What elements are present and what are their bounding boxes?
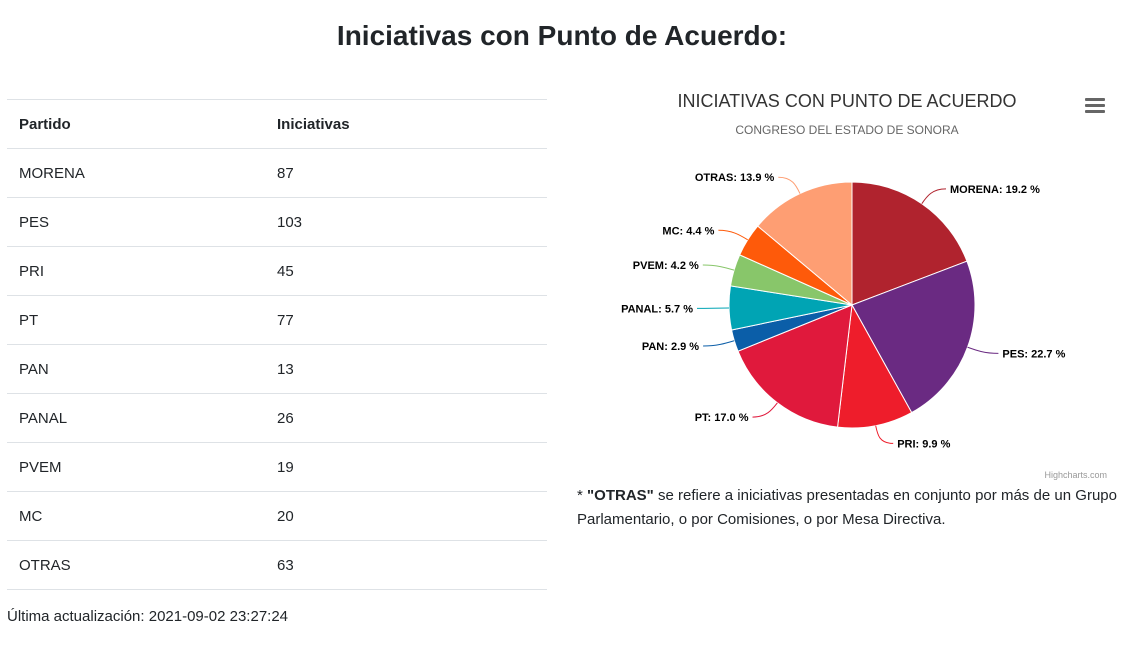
connector-mc bbox=[718, 229, 748, 241]
footnote-prefix: * bbox=[577, 487, 588, 504]
data-label-pan: PAN: 2.9 % bbox=[642, 341, 699, 353]
count-cell: 20 bbox=[265, 491, 547, 541]
party-cell: PANAL bbox=[7, 393, 265, 443]
data-label-morena: MORENA: 19.2 % bbox=[950, 184, 1040, 196]
data-label-mc: MC: 4.4 % bbox=[662, 225, 714, 237]
data-label-pvem: PVEM: 4.2 % bbox=[633, 260, 699, 272]
initiatives-table: Partido Iniciativas MORENA 87 PES 103 PRI 4… bbox=[7, 99, 547, 590]
otras-footnote: * "OTRAS" se refiere a iniciativas prese… bbox=[577, 484, 1117, 532]
count-cell: 26 bbox=[265, 393, 547, 443]
count-cell: 19 bbox=[265, 442, 547, 492]
count-cell: 77 bbox=[265, 295, 547, 345]
pie-chart-container: INICIATIVAS CON PUNTO DE ACUERDO CONGRES… bbox=[577, 82, 1117, 484]
data-label-pri: PRI: 9.9 % bbox=[897, 438, 950, 450]
connector-pri bbox=[875, 425, 894, 444]
party-cell: PES bbox=[7, 197, 265, 247]
table-row: PANAL 26 bbox=[7, 393, 547, 443]
party-cell: PVEM bbox=[7, 442, 265, 492]
data-label-pes: PES: 22.7 % bbox=[1002, 348, 1065, 360]
connector-otras bbox=[778, 176, 801, 194]
hamburger-icon-line bbox=[1085, 104, 1105, 107]
table-row: PVEM 19 bbox=[7, 442, 547, 492]
footnote-text: se refiere a iniciativas presentadas en … bbox=[577, 487, 1117, 528]
data-label-pt: PT: 17.0 % bbox=[695, 412, 749, 424]
count-cell: 103 bbox=[265, 197, 547, 247]
table-row: MC 20 bbox=[7, 491, 547, 541]
table-header-row: Partido Iniciativas bbox=[7, 99, 547, 149]
connector-pt bbox=[752, 402, 778, 418]
data-label-otras: OTRAS: 13.9 % bbox=[695, 172, 775, 184]
connector-pes bbox=[967, 346, 999, 354]
table-row: PES 103 bbox=[7, 197, 547, 247]
table-row: PAN 13 bbox=[7, 344, 547, 394]
party-cell: PAN bbox=[7, 344, 265, 394]
party-cell: PRI bbox=[7, 246, 265, 296]
table-row: PRI 45 bbox=[7, 246, 547, 296]
page-title: Iniciativas con Punto de Acuerdo: bbox=[336, 20, 788, 51]
pie-slice-pt[interactable] bbox=[737, 304, 853, 428]
table-row: OTRAS 63 bbox=[7, 540, 547, 590]
column-header-iniciativas: Iniciativas bbox=[265, 99, 547, 149]
connector-pvem bbox=[702, 264, 735, 271]
count-cell: 63 bbox=[265, 540, 547, 590]
party-cell: MORENA bbox=[7, 148, 265, 198]
chart-menu-button[interactable] bbox=[1083, 96, 1107, 116]
hamburger-icon-line bbox=[1085, 110, 1105, 113]
chart-title: INICIATIVAS CON PUNTO DE ACUERDO bbox=[677, 91, 1016, 111]
table-row: PT 77 bbox=[7, 295, 547, 345]
connector-pan bbox=[703, 340, 735, 347]
data-label-panal: PANAL: 5.7 % bbox=[621, 303, 693, 315]
count-cell: 13 bbox=[265, 344, 547, 394]
pie-chart: INICIATIVAS CON PUNTO DE ACUERDO CONGRES… bbox=[621, 91, 1107, 480]
pie-slice-morena[interactable] bbox=[851, 181, 968, 306]
party-cell: OTRAS bbox=[7, 540, 265, 590]
party-cell: MC bbox=[7, 491, 265, 541]
party-cell: PT bbox=[7, 295, 265, 345]
chart-credits[interactable]: Highcharts.com bbox=[1044, 470, 1107, 480]
pie-slice-pri[interactable] bbox=[836, 303, 913, 429]
table-row: MORENA 87 bbox=[7, 148, 547, 198]
connector-morena bbox=[921, 188, 947, 204]
chart-subtitle: CONGRESO DEL ESTADO DE SONORA bbox=[735, 123, 958, 137]
hamburger-icon bbox=[1085, 98, 1105, 101]
count-cell: 87 bbox=[265, 148, 547, 198]
last-updated-text: Última actualización: 2021-09-02 23:27:2… bbox=[7, 608, 289, 625]
count-cell: 45 bbox=[265, 246, 547, 296]
footnote-bold: "OTRAS" bbox=[587, 487, 654, 504]
column-header-partido: Partido bbox=[7, 99, 265, 149]
